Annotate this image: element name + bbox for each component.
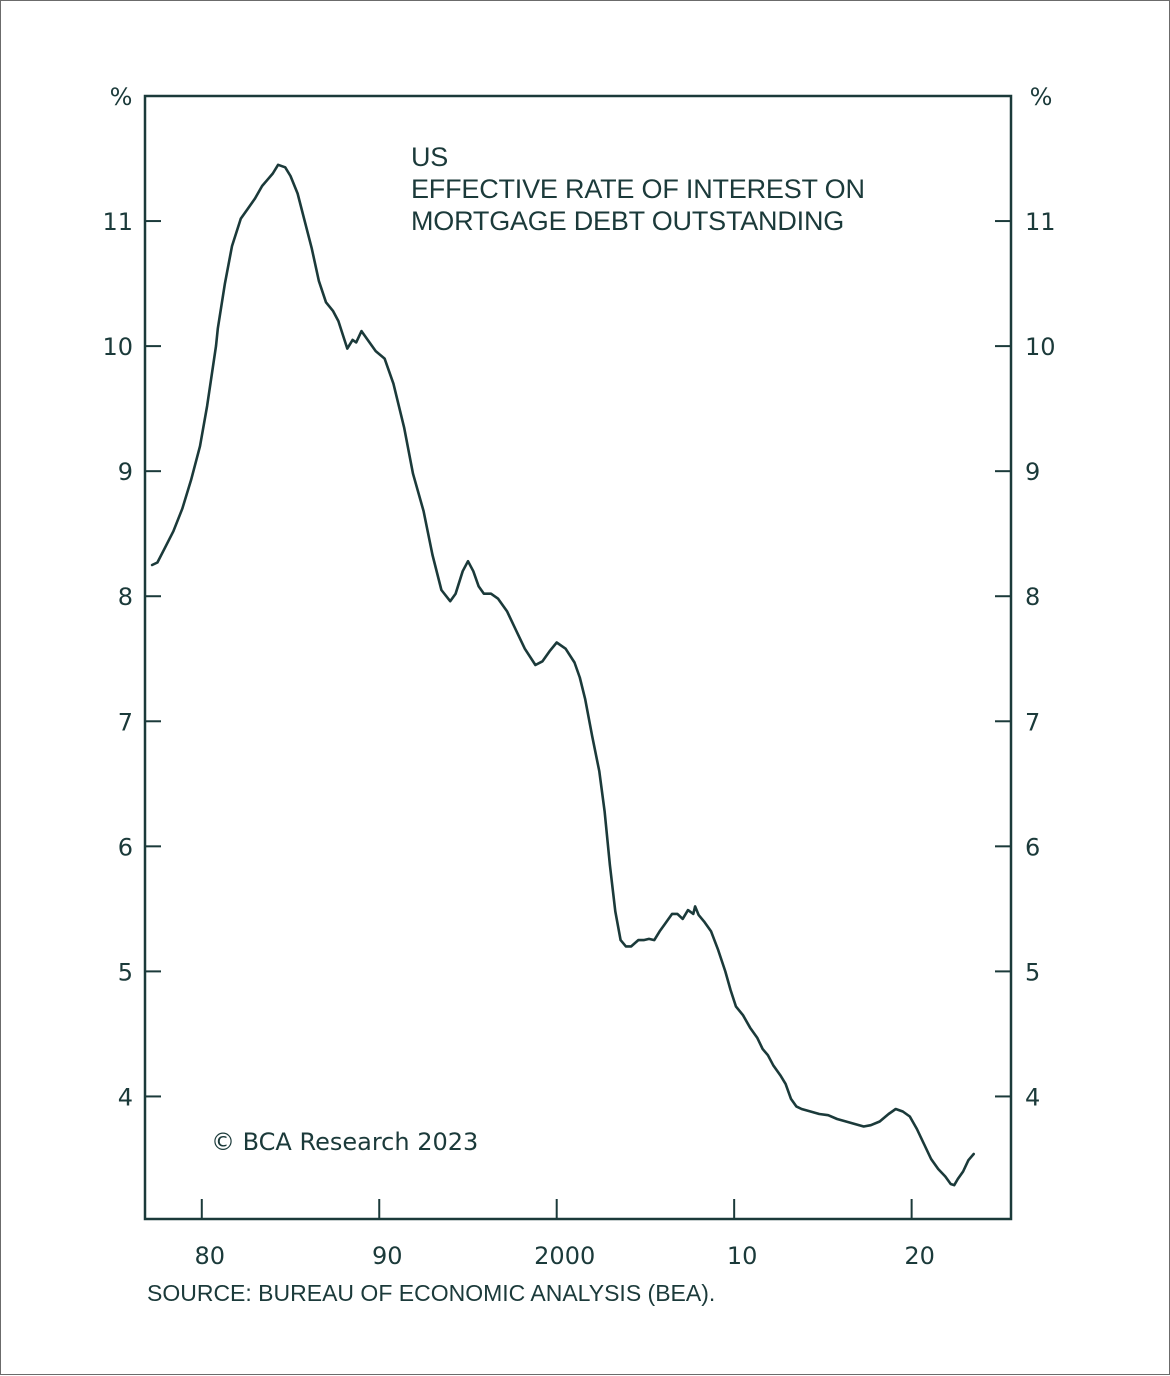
y-unit-left: % [110, 83, 133, 111]
y-tick-label-left: 11 [102, 208, 133, 236]
y-tick-label-right: 4 [1025, 1083, 1040, 1111]
copyright-note: © BCA Research 2023 [211, 1128, 478, 1156]
y-tick-label-right: 9 [1025, 458, 1040, 486]
y-axis-left: 4 5 6 7 8 9 10 11 [102, 208, 161, 1111]
chart-title-line-1: US [411, 142, 448, 172]
x-axis: 80 90 2000 10 20 [195, 1199, 935, 1270]
y-unit-right: % [1030, 83, 1053, 111]
chart-title-line-2: EFFECTIVE RATE OF INTEREST ON [411, 174, 865, 204]
y-axis-right: 4 5 6 7 8 9 10 11 [995, 208, 1056, 1111]
y-tick-label-right: 11 [1025, 208, 1056, 236]
y-tick-label-right: 7 [1025, 708, 1040, 736]
y-tick-label-right: 5 [1025, 958, 1040, 986]
y-tick-label-left: 5 [118, 958, 133, 986]
y-tick-label-left: 4 [118, 1083, 133, 1111]
chart-title-line-3: MORTGAGE DEBT OUTSTANDING [411, 206, 844, 236]
y-tick-label-right: 10 [1025, 333, 1056, 361]
y-tick-label-left: 10 [102, 333, 133, 361]
x-tick-label: 80 [195, 1242, 226, 1270]
plot-area-border [143, 94, 1013, 1221]
series-line [150, 163, 976, 1187]
y-tick-label-left: 9 [118, 458, 133, 486]
y-tick-label-left: 7 [118, 708, 133, 736]
x-tick-label: 20 [904, 1242, 935, 1270]
x-tick-label: 90 [372, 1242, 403, 1270]
y-tick-label-left: 8 [118, 583, 133, 611]
source-note: SOURCE: BUREAU OF ECONOMIC ANALYSIS (BEA… [147, 1280, 715, 1306]
y-tick-label-right: 6 [1025, 833, 1040, 861]
x-tick-label: 10 [727, 1242, 758, 1270]
x-tick-label: 2000 [534, 1242, 595, 1270]
y-tick-label-right: 8 [1025, 583, 1040, 611]
y-tick-label-left: 6 [118, 833, 133, 861]
